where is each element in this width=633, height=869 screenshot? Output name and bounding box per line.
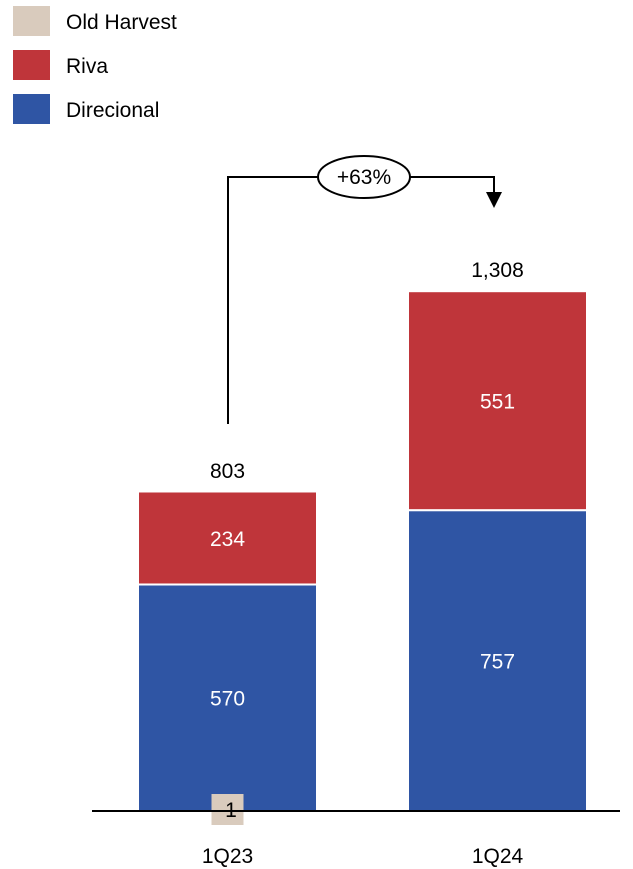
bar-direcional-1q24 (407, 509, 588, 812)
data-label-direcional-1q23: 570 (210, 688, 245, 711)
x-tick-1q23: 1Q23 (202, 845, 253, 868)
x-tick-1q24: 1Q24 (472, 845, 524, 868)
legend-label-direcional: Direcional (66, 99, 159, 122)
bar-direcional-1q23 (137, 583, 318, 812)
data-label-riva-1q23: 234 (210, 528, 245, 551)
legend-swatch-direcional (13, 94, 50, 124)
total-label-1q23: 803 (210, 460, 245, 483)
legend-label-old-harvest: Old Harvest (66, 11, 177, 34)
bar-riva-1q24 (407, 290, 588, 512)
data-label-direcional-1q24: 757 (480, 651, 515, 674)
legend-swatch-riva (13, 50, 50, 80)
legend: Old Harvest Riva Direcional (13, 6, 177, 124)
legend-swatch-old-harvest (13, 6, 50, 36)
data-label-riva-1q24: 551 (480, 391, 515, 414)
callout-ellipse (317, 155, 411, 199)
callout-connector-line (227, 176, 495, 424)
bar-old-harvest-1q23 (211, 794, 244, 825)
callout-growth-label: +63% (337, 166, 391, 189)
bar-riva-1q23 (137, 490, 318, 586)
growth-callout: +63% (227, 155, 502, 424)
callout-arrowhead (486, 192, 502, 208)
x-axis-ticks: 1Q23 1Q24 (202, 845, 524, 868)
total-label-1q24: 1,308 (471, 259, 524, 282)
legend-label-riva: Riva (66, 55, 108, 78)
